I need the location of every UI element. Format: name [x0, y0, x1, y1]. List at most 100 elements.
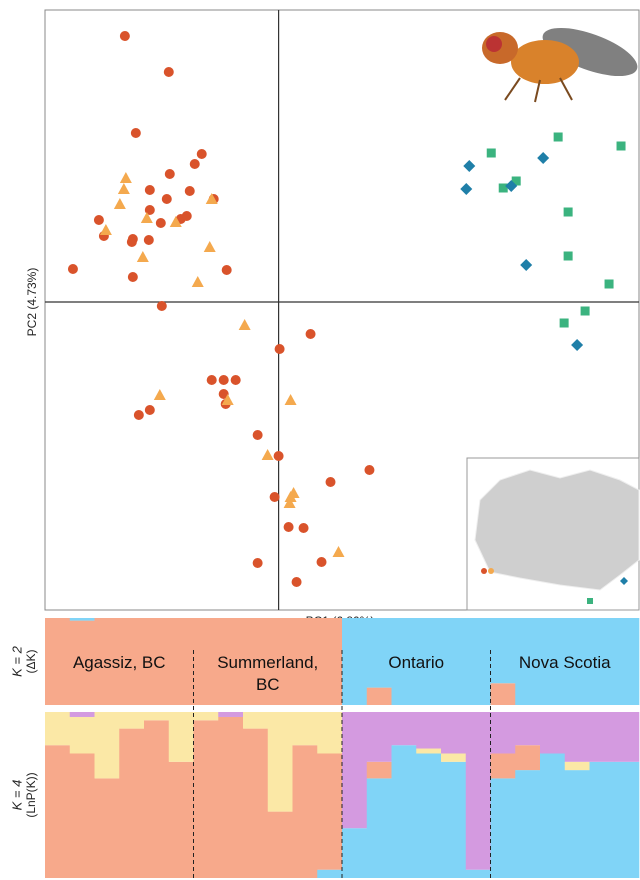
- ancestry-segment: [218, 716, 244, 878]
- point: [117, 183, 130, 194]
- legend-label: Summerland, BC: [217, 653, 319, 694]
- point: [283, 497, 296, 508]
- ancestry-segment: [366, 618, 392, 688]
- point: [563, 251, 573, 261]
- ancestry-segment: [391, 712, 417, 746]
- ancestry-segment: [614, 618, 640, 705]
- point: [206, 375, 217, 385]
- ancestry-segment: [119, 618, 145, 705]
- point: [140, 212, 153, 223]
- ancestry-segment: [564, 618, 590, 705]
- ancestry-segment: [490, 712, 516, 754]
- ancestry-segment: [490, 753, 516, 779]
- ancestry-segment: [144, 720, 170, 878]
- ancestry-segment: [515, 712, 541, 746]
- ancestry-segment: [416, 618, 442, 705]
- point: [498, 183, 508, 193]
- point: [181, 211, 192, 221]
- point: [218, 375, 229, 385]
- ancestry-segment: [168, 761, 194, 878]
- ancestry-segment: [292, 745, 318, 878]
- ancestry-segment: [490, 683, 516, 705]
- point: [143, 235, 154, 245]
- point: [291, 577, 302, 587]
- ancestry-segment: [589, 712, 615, 762]
- ancestry-segment: [292, 618, 318, 705]
- point: [196, 149, 207, 159]
- ancestry-segment: [564, 761, 590, 771]
- point: [161, 194, 172, 204]
- point: [130, 128, 141, 138]
- ancestry-segment: [317, 618, 343, 705]
- ancestry-segment: [69, 620, 95, 705]
- point: [505, 180, 518, 192]
- point: [238, 319, 251, 330]
- point: [99, 224, 112, 235]
- ancestry-segment: [193, 618, 219, 705]
- point: [203, 241, 216, 252]
- point: [571, 339, 584, 351]
- point: [164, 169, 175, 179]
- point: [486, 148, 496, 158]
- ancestry-segment: [267, 712, 293, 812]
- ancestry-segment: [490, 618, 516, 684]
- row-label: K = 2: [9, 645, 24, 676]
- legend-label: Agassiz, BC: [72, 653, 166, 672]
- map-inset: [466, 457, 640, 611]
- ancestry-segment: [45, 745, 71, 878]
- point: [604, 279, 614, 289]
- ancestry-segment: [614, 761, 640, 878]
- ancestry-segment: [317, 869, 343, 878]
- point: [230, 375, 241, 385]
- ancestry-segment: [218, 618, 244, 705]
- point: [155, 218, 166, 228]
- point: [463, 160, 476, 172]
- point: [252, 430, 263, 440]
- ancestry-segment: [441, 761, 467, 878]
- ancestry-segment: [243, 618, 269, 705]
- ancestry-segment: [540, 712, 566, 754]
- ancestry-segment: [366, 761, 392, 779]
- point: [269, 492, 280, 502]
- ancestry-segment: [193, 720, 219, 878]
- ancestry-segment: [465, 712, 491, 870]
- y-axis-label: PC2 (4.73%): [25, 268, 39, 337]
- point: [218, 389, 229, 399]
- ancestry-segment: [589, 618, 615, 705]
- ancestry-segment: [317, 753, 343, 870]
- ancestry-segment: [94, 712, 120, 779]
- ancestry-segment: [564, 770, 590, 878]
- ancestry-segment: [342, 828, 368, 878]
- ancestry-segment: [243, 728, 269, 878]
- ancestry-segment: [69, 753, 95, 878]
- ancestry-segment: [540, 618, 566, 705]
- ancestry-segment: [144, 712, 170, 721]
- ancestry-segment: [366, 778, 392, 878]
- ancestry-segment: [391, 745, 417, 878]
- point: [136, 251, 149, 262]
- point: [205, 193, 218, 204]
- ancestry-segment: [94, 778, 120, 878]
- point: [189, 159, 200, 169]
- ancestry-segment: [416, 712, 442, 749]
- point: [580, 306, 590, 316]
- point: [273, 451, 284, 461]
- point: [284, 394, 297, 405]
- point: [144, 185, 155, 195]
- point: [559, 318, 569, 328]
- point: [460, 183, 473, 195]
- ancestry-segment: [193, 712, 219, 721]
- point: [119, 172, 132, 183]
- row-sublabel: (LnP(K)): [24, 772, 38, 817]
- ancestry-segment: [342, 618, 368, 705]
- point: [119, 31, 130, 41]
- ancestry-segment: [119, 728, 145, 878]
- ancestry-segment: [366, 712, 392, 762]
- point: [184, 186, 195, 196]
- point: [511, 176, 521, 186]
- point: [520, 259, 533, 271]
- ancestry-segment: [465, 869, 491, 878]
- ancestry-segment: [168, 712, 194, 762]
